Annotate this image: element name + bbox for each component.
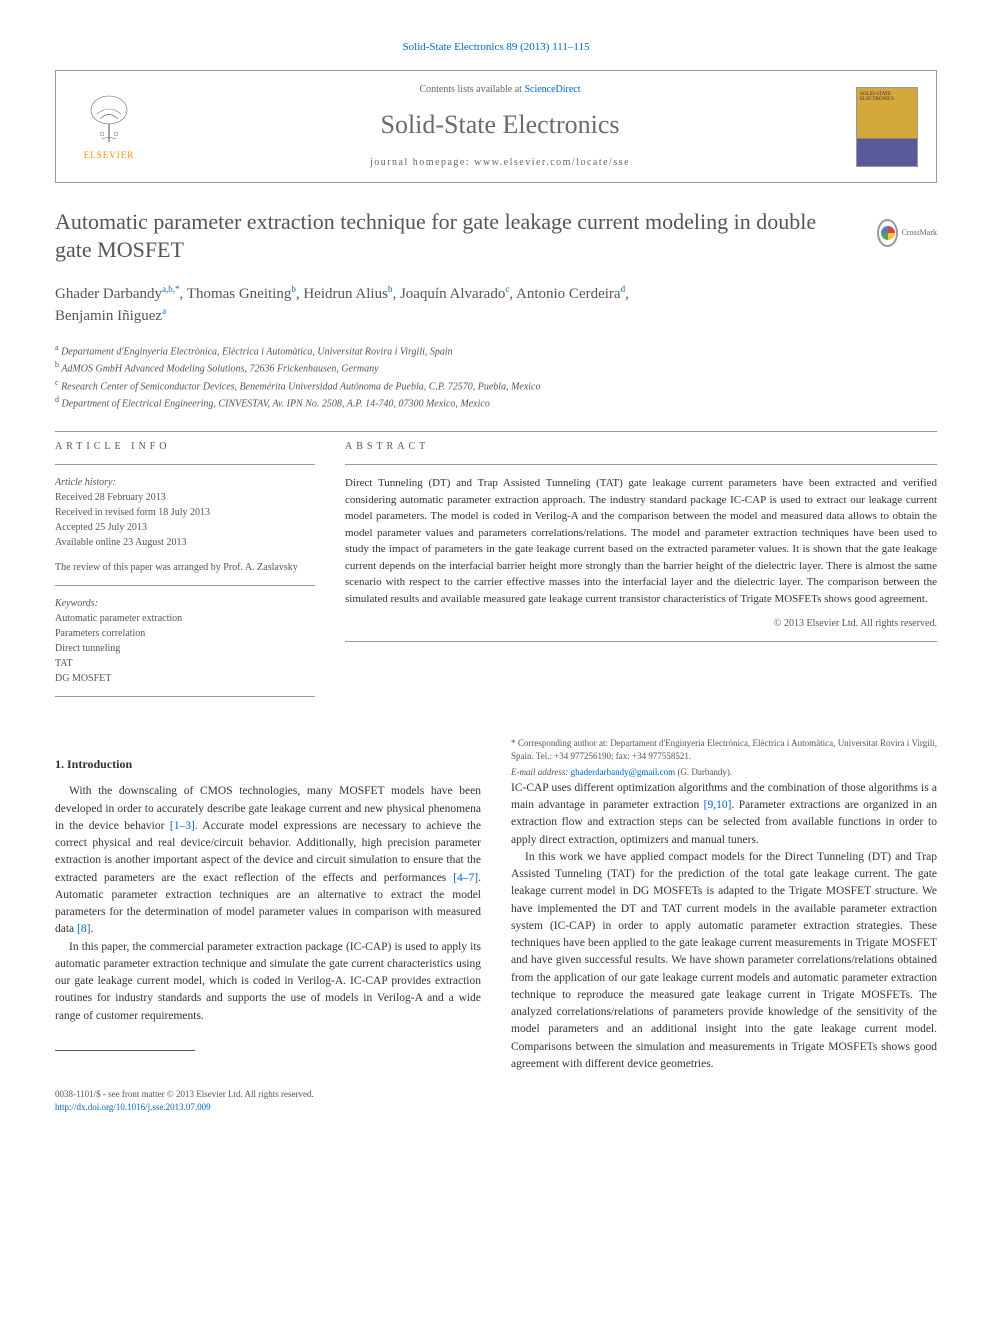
journal-header-center: Contents lists available at ScienceDirec… <box>144 83 856 169</box>
affiliation-b: b AdMOS GmbH Advanced Modeling Solutions… <box>55 359 937 376</box>
author-1-affil[interactable]: a,b,* <box>162 284 180 294</box>
intro-p1: With the downscaling of CMOS technologie… <box>55 783 481 938</box>
ref-9-10[interactable]: [9,10] <box>704 799 732 811</box>
keywords-label: Keywords: <box>55 596 315 611</box>
affiliation-a: a Departament d'Enginyeria Electrònica, … <box>55 342 937 359</box>
history-revised: Received in revised form 18 July 2013 <box>55 505 315 520</box>
history-online: Available online 23 August 2013 <box>55 535 315 550</box>
email-label: E-mail address: <box>511 767 571 777</box>
corresponding-marker: * <box>511 738 516 748</box>
journal-cover-thumbnail[interactable]: SOLID-STATE ELECTRONICS <box>856 87 918 167</box>
article-info-header: ARTICLE INFO <box>55 440 315 454</box>
section-1-title: 1. Introduction <box>55 755 481 773</box>
divider <box>55 431 937 432</box>
abstract-divider-2 <box>345 641 937 642</box>
affiliation-d: d Department of Electrical Engineering, … <box>55 394 937 411</box>
article-history: Article history: Received 28 February 20… <box>55 475 315 550</box>
author-1[interactable]: Ghader Darbandy <box>55 286 162 302</box>
author-sep: , Thomas Gneiting <box>180 286 292 302</box>
journal-cover-title: SOLID-STATE ELECTRONICS <box>860 92 914 103</box>
crossmark-badge[interactable]: CrossMark <box>877 213 937 253</box>
issn-line: 0038-1101/$ - see front matter © 2013 El… <box>55 1088 937 1101</box>
author-6-affil[interactable]: a <box>162 306 166 316</box>
bottom-bar: 0038-1101/$ - see front matter © 2013 El… <box>55 1088 937 1113</box>
contents-prefix: Contents lists available at <box>419 84 524 95</box>
review-note: The review of this paper was arranged by… <box>55 560 315 575</box>
crossmark-icon <box>877 219 898 247</box>
journal-header-box: ELSEVIER Contents lists available at Sci… <box>55 70 937 182</box>
elsevier-tree-icon <box>82 92 137 147</box>
intro-p2: In this paper, the commercial parameter … <box>55 939 481 1025</box>
citation-link[interactable]: Solid-State Electronics 89 (2013) 111–11… <box>403 41 590 53</box>
info-divider-2 <box>55 585 315 586</box>
article-info-col: ARTICLE INFO Article history: Received 2… <box>55 440 315 707</box>
doi-link[interactable]: http://dx.doi.org/10.1016/j.sse.2013.07.… <box>55 1102 211 1112</box>
author-sep-4: , Antonio Cerdeira <box>509 286 620 302</box>
ref-8[interactable]: [8] <box>77 923 90 935</box>
contents-available-line: Contents lists available at ScienceDirec… <box>144 83 856 97</box>
info-divider <box>55 464 315 465</box>
keyword-2: Direct tunneling <box>55 641 315 656</box>
keyword-0: Automatic parameter extraction <box>55 611 315 626</box>
corresponding-email[interactable]: ghaderdarbandy@gmail.com <box>571 767 676 777</box>
keywords-block: Keywords: Automatic parameter extraction… <box>55 596 315 686</box>
intro-p3: IC-CAP uses different optimization algor… <box>511 780 937 849</box>
affiliation-c: c Research Center of Semiconductor Devic… <box>55 377 937 394</box>
crossmark-label: CrossMark <box>901 228 937 238</box>
author-sep-2: , Heidrun Alius <box>296 286 388 302</box>
keyword-4: DG MOSFET <box>55 671 315 686</box>
footnote-divider <box>55 1050 195 1051</box>
page-container: Solid-State Electronics 89 (2013) 111–11… <box>0 0 992 1153</box>
elsevier-logo[interactable]: ELSEVIER <box>74 87 144 167</box>
header-citation[interactable]: Solid-State Electronics 89 (2013) 111–11… <box>55 40 937 55</box>
article-title-text: Automatic parameter extraction technique… <box>55 209 816 263</box>
affiliations-block: a Departament d'Enginyeria Electrònica, … <box>55 342 937 411</box>
abstract-copyright: © 2013 Elsevier Ltd. All rights reserved… <box>345 617 937 631</box>
journal-homepage[interactable]: journal homepage: www.elsevier.com/locat… <box>144 156 856 170</box>
ref-1-3[interactable]: [1–3] <box>170 820 195 832</box>
abstract-col: ABSTRACT Direct Tunneling (DT) and Trap … <box>345 440 937 707</box>
sciencedirect-link[interactable]: ScienceDirect <box>524 84 580 95</box>
body-columns: 1. Introduction With the downscaling of … <box>55 737 937 1073</box>
abstract-text: Direct Tunneling (DT) and Trap Assisted … <box>345 475 937 607</box>
email-author-name: (G. Darbandy). <box>675 767 732 777</box>
journal-name: Solid-State Electronics <box>144 107 856 143</box>
intro-p4: In this work we have applied compact mod… <box>511 849 937 1073</box>
keyword-1: Parameters correlation <box>55 626 315 641</box>
author-sep-3: , Joaquín Alvarado <box>392 286 505 302</box>
email-line: E-mail address: ghaderdarbandy@gmail.com… <box>511 766 937 780</box>
corresponding-note: * Corresponding author at: Departament d… <box>511 737 937 762</box>
info-abstract-row: ARTICLE INFO Article history: Received 2… <box>55 440 937 707</box>
history-accepted: Accepted 25 July 2013 <box>55 520 315 535</box>
article-title: Automatic parameter extraction technique… <box>55 208 937 265</box>
keyword-3: TAT <box>55 656 315 671</box>
authors-line: Ghader Darbandya,b,*, Thomas Gneitingb, … <box>55 283 937 328</box>
info-divider-3 <box>55 696 315 697</box>
author-6[interactable]: Benjamin Iñiguez <box>55 308 162 324</box>
history-received: Received 28 February 2013 <box>55 490 315 505</box>
ref-4-7[interactable]: [4–7] <box>453 872 478 884</box>
abstract-divider <box>345 464 937 465</box>
abstract-header: ABSTRACT <box>345 440 937 454</box>
elsevier-label: ELSEVIER <box>84 149 135 162</box>
author-sep-5: , <box>625 286 629 302</box>
history-label: Article history: <box>55 475 315 490</box>
